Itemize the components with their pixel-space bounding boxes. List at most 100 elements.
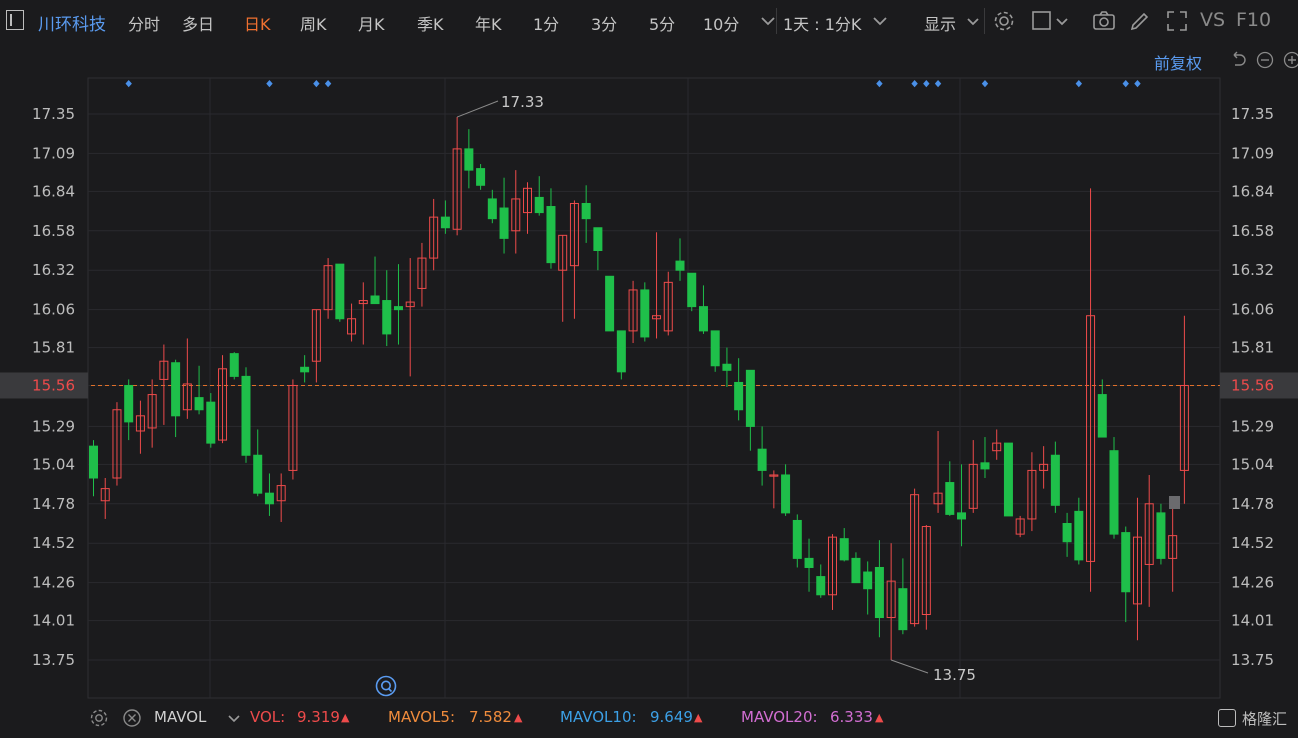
candle-body — [839, 538, 849, 561]
candle-body — [229, 353, 239, 377]
candle-body — [311, 309, 321, 362]
rect-chevron-icon[interactable] — [1050, 9, 1074, 33]
candle-body — [1109, 450, 1119, 535]
toolbar-divider — [984, 8, 985, 34]
candle-body — [100, 488, 110, 502]
candle-body — [194, 397, 204, 411]
indicator-chevron-icon[interactable] — [224, 708, 244, 728]
mavol20-arrow-icon: ▲ — [875, 711, 884, 724]
zoom-in-icon[interactable] — [1283, 51, 1298, 69]
candle-body — [370, 295, 380, 305]
max-annotation-line — [456, 100, 499, 118]
indicator-select[interactable]: MAVOL — [154, 708, 207, 726]
candle-body — [968, 463, 978, 509]
candle-body — [1179, 384, 1189, 471]
candle-body — [405, 301, 415, 308]
stock-name[interactable]: 川环科技 — [38, 15, 106, 35]
candle-body — [816, 576, 826, 596]
tab-10min[interactable]: 10分 — [703, 15, 740, 34]
candle-body — [1050, 454, 1060, 506]
tab-1min[interactable]: 1分 — [533, 15, 560, 34]
candle-body — [1097, 394, 1107, 438]
undo-icon[interactable] — [1229, 51, 1247, 69]
tab-3min[interactable]: 3分 — [591, 15, 618, 34]
candlestick-chart[interactable]: 17.35 17.35 17.09 17.09 16.84 16.84 16.58 16.58… — [0, 0, 1298, 700]
y-tick-label-right: 14.52 — [1231, 534, 1274, 552]
event-marker — [911, 80, 918, 88]
y-tick-label-left: 16.58 — [32, 222, 75, 240]
candle-body — [851, 557, 861, 584]
candle-body — [769, 474, 779, 477]
vs-button[interactable]: VS — [1200, 9, 1226, 31]
y-tick-label-left: 14.78 — [32, 495, 75, 513]
candle-body — [347, 318, 357, 335]
watermark-text: 格隆汇 — [1242, 710, 1288, 728]
gear-icon[interactable] — [992, 9, 1016, 33]
tab-yearly-k[interactable]: 年K — [475, 15, 502, 34]
tab-quarterly-k[interactable]: 季K — [417, 15, 444, 34]
tab-monthly-k[interactable]: 月K — [358, 15, 385, 34]
y-tick-label-right: 16.32 — [1231, 261, 1274, 279]
candle-body — [358, 300, 368, 305]
candle-body — [241, 375, 251, 456]
y-tick-label-left: 16.84 — [32, 182, 75, 200]
tab-daily-k[interactable]: 日K — [244, 15, 271, 34]
y-tick-label-left: 14.52 — [32, 534, 75, 552]
event-marker — [876, 80, 883, 88]
candle-body — [992, 442, 1002, 452]
y-tick-label-right: 16.84 — [1231, 182, 1274, 200]
pencil-icon[interactable] — [1128, 9, 1152, 33]
close-icon[interactable] — [122, 708, 142, 728]
candle-body — [135, 415, 145, 432]
candle-body — [628, 289, 638, 332]
fullscreen-icon[interactable] — [1165, 9, 1189, 33]
display-chevron-icon[interactable] — [961, 9, 985, 33]
candle-body — [675, 260, 685, 271]
indicator-gear-icon[interactable] — [89, 708, 109, 728]
candle-body — [429, 216, 439, 259]
candle-body — [393, 306, 403, 311]
vol-arrow-icon: ▲ — [341, 711, 350, 724]
y-tick-label-right: 17.35 — [1231, 105, 1274, 123]
candle-body — [1027, 469, 1037, 520]
adjust-mode-button[interactable]: 前复权 — [1154, 54, 1203, 73]
candle-body — [781, 474, 791, 514]
chevron-down-icon[interactable] — [756, 9, 780, 33]
search-chart-icon[interactable] — [375, 675, 397, 697]
tab-5min[interactable]: 5分 — [649, 15, 676, 34]
y-tick-label-left: 15.04 — [32, 455, 75, 473]
candle-body — [605, 275, 615, 332]
max-price-annotation: 17.33 — [501, 93, 544, 111]
tab-multiday[interactable]: 多日 — [182, 15, 215, 34]
y-tick-label-left: 15.29 — [32, 417, 75, 435]
cursor-placeholder-candle — [1169, 496, 1180, 509]
event-marker — [923, 80, 930, 88]
candle-body — [253, 454, 263, 494]
camera-icon[interactable] — [1092, 9, 1116, 33]
candle-body — [417, 257, 427, 289]
candle-body — [546, 206, 556, 264]
current-price-tag-left — [0, 372, 88, 399]
candle-body — [745, 369, 755, 427]
zoom-out-icon[interactable] — [1256, 51, 1274, 69]
tab-weekly-k[interactable]: 周K — [300, 15, 327, 34]
interval-select[interactable]: 1天 : 1分K — [783, 15, 862, 34]
rectangle-tool-icon[interactable] — [1030, 9, 1054, 33]
event-marker — [1134, 80, 1141, 88]
candle-body — [159, 360, 169, 380]
y-tick-label-right: 16.58 — [1231, 222, 1274, 240]
tab-timeshare[interactable]: 分时 — [128, 15, 161, 34]
interval-chevron-icon[interactable] — [868, 9, 892, 33]
stock-list-icon[interactable] — [6, 10, 24, 30]
display-menu[interactable]: 显示 — [924, 15, 957, 34]
toolbar: 川环科技 分时 多日 日K 周K 月K 季K 年K 1分 3分 5分 10分 1… — [0, 0, 1298, 44]
candle-body — [300, 366, 310, 373]
candle-body — [757, 448, 767, 471]
min-annotation-line — [890, 659, 929, 674]
candle-body — [89, 445, 98, 479]
f10-button[interactable]: F10 — [1236, 9, 1272, 31]
candle-body — [710, 330, 720, 367]
event-marker — [266, 80, 273, 88]
candle-body — [1132, 536, 1142, 605]
event-marker — [125, 80, 132, 88]
